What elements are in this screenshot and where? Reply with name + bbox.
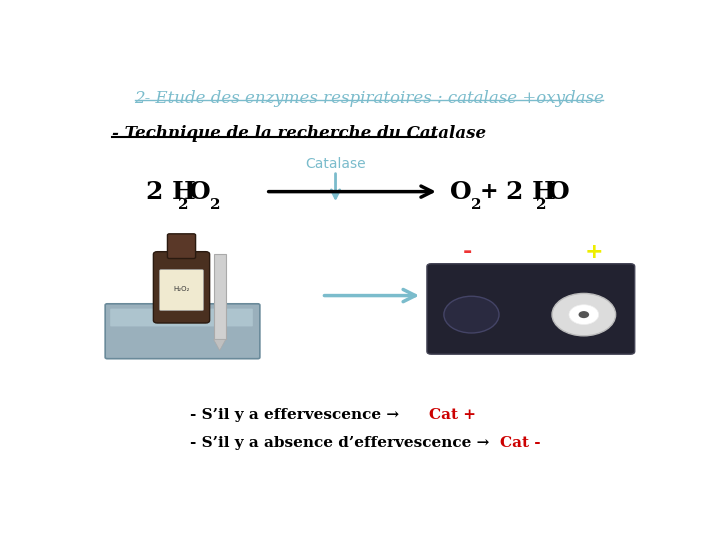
Text: 2: 2 <box>210 198 220 212</box>
Text: +: + <box>480 180 498 202</box>
Text: O: O <box>547 180 570 204</box>
Text: - S’il y a absence d’effervescence →: - S’il y a absence d’effervescence → <box>190 436 500 450</box>
Text: 2- Etude des enzymes respiratoires : catalase +oxydase: 2- Etude des enzymes respiratoires : cat… <box>134 90 604 107</box>
Text: 2: 2 <box>178 198 189 212</box>
Text: 2 H: 2 H <box>505 180 555 204</box>
Text: Cat -: Cat - <box>500 436 541 450</box>
Text: 2 H: 2 H <box>145 180 196 204</box>
Text: Cat +: Cat + <box>429 408 476 422</box>
Text: O: O <box>450 180 472 204</box>
Text: 2: 2 <box>536 198 547 212</box>
Text: - Technique de la recherche du Catalase: - Technique de la recherche du Catalase <box>112 125 487 142</box>
Text: - S’il y a effervescence →: - S’il y a effervescence → <box>190 408 410 422</box>
Text: O: O <box>189 180 211 204</box>
Text: 2: 2 <box>471 198 481 212</box>
Text: Catalase: Catalase <box>305 157 366 171</box>
